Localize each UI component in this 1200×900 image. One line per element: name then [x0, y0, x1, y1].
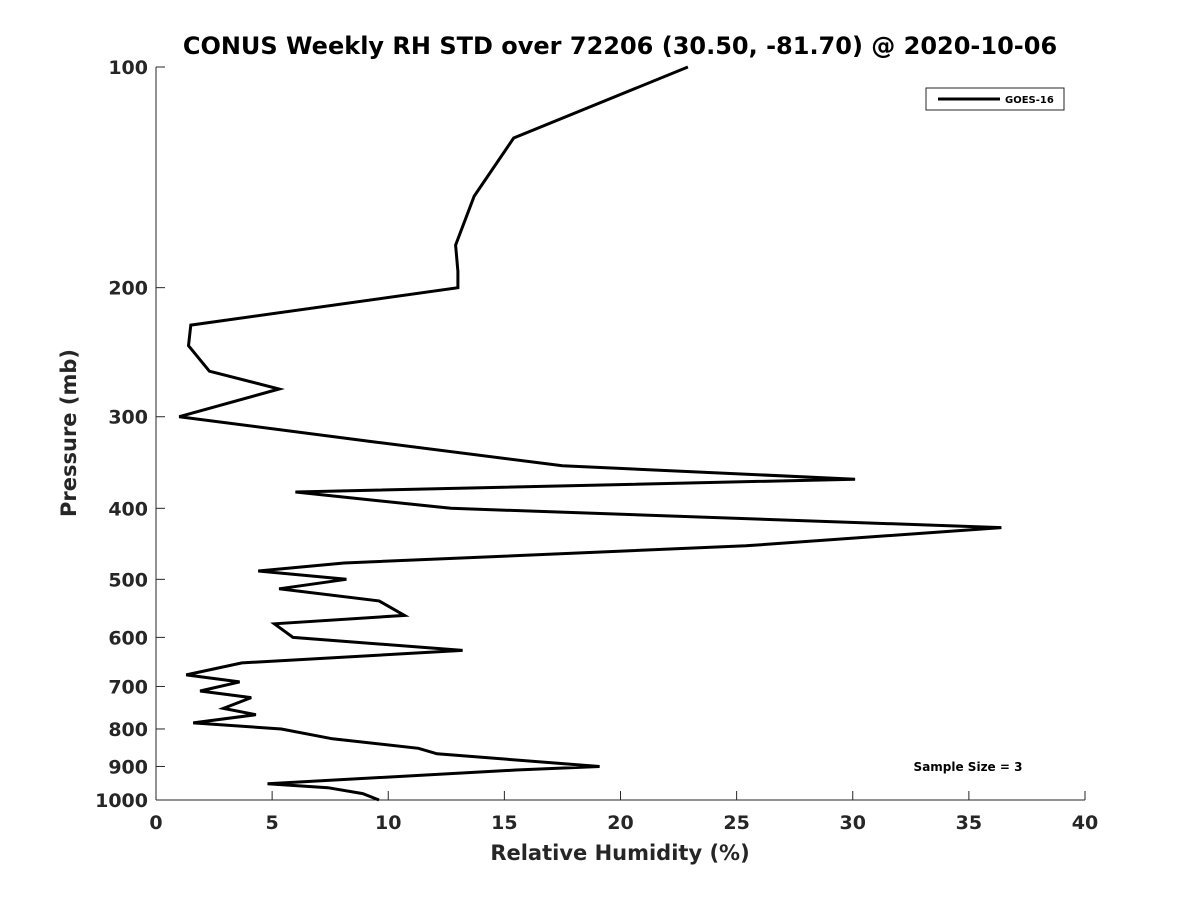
y-tick-label: 900: [108, 756, 148, 778]
y-tick-label: 600: [108, 627, 148, 649]
x-tick-label: 10: [375, 812, 401, 834]
y-axis-ticks: 100 200 300 400 500 600 700 800 900 1000: [95, 57, 165, 812]
legend: GOES-16: [925, 87, 1065, 111]
y-tick-label: 300: [108, 407, 148, 429]
x-axis-label: Relative Humidity (%): [490, 841, 749, 865]
y-tick-label: 1000: [95, 790, 148, 812]
chart-title: CONUS Weekly RH STD over 72206 (30.50, -…: [183, 32, 1057, 60]
y-axis-label: Pressure (mb): [57, 349, 81, 517]
x-tick-label: 25: [723, 812, 749, 834]
y-tick-label: 800: [108, 719, 148, 741]
sample-size-annotation: Sample Size = 3: [914, 760, 1023, 774]
x-tick-label: 20: [607, 812, 633, 834]
x-tick-label: 5: [266, 812, 279, 834]
x-tick-label: 30: [840, 812, 866, 834]
series-line-goes-16: [178, 65, 1002, 802]
y-tick-label: 200: [108, 278, 148, 300]
y-tick-label: 100: [108, 57, 148, 79]
x-tick-label: 40: [1072, 812, 1098, 834]
x-tick-label: 0: [149, 812, 162, 834]
x-tick-label: 35: [956, 812, 982, 834]
y-tick-label: 500: [108, 569, 148, 591]
x-axis-ticks: 0 5 10 15 20 25 30 35 40: [149, 791, 1098, 834]
legend-entry-goes-16: GOES-16: [1005, 95, 1054, 106]
x-tick-label: 15: [491, 812, 517, 834]
y-tick-label: 400: [108, 498, 148, 520]
plot-area: 0 5 10 15 20 25 30 35 40 100 200 300 400 500 600 700 80…: [95, 57, 1098, 834]
y-tick-label: 700: [108, 676, 148, 698]
